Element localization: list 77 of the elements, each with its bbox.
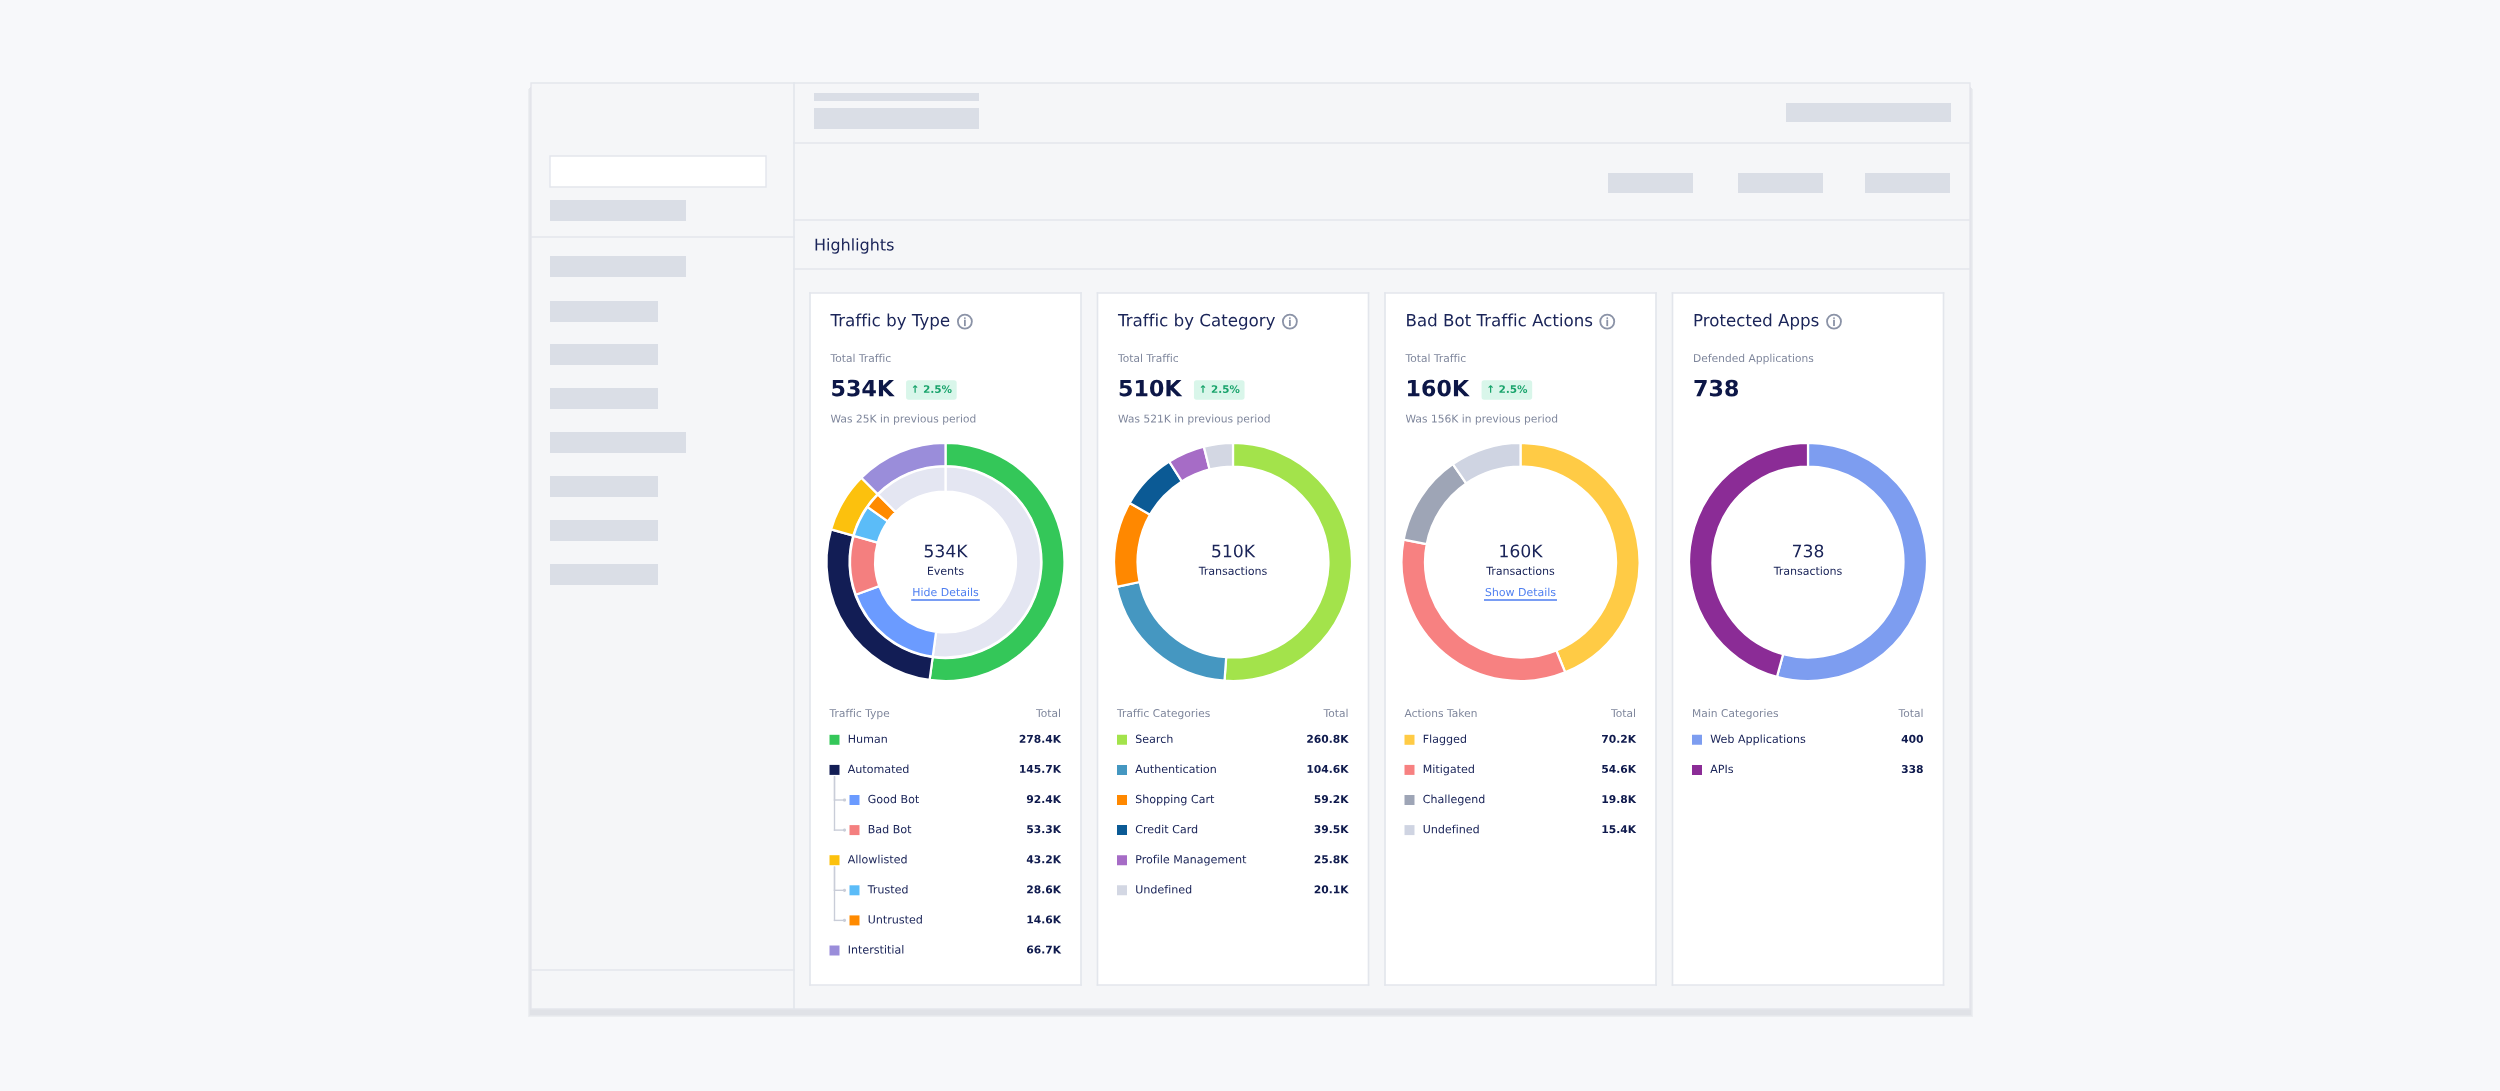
chart-subtitle: Total Traffic (1405, 353, 1466, 363)
text: Events (928, 566, 964, 575)
legend-label: Allowlisted (847, 854, 907, 864)
legend-label: Authentication (1135, 764, 1216, 774)
chart-title: Traffic by Type (830, 313, 950, 330)
legend-title: Traffic Categories (1116, 708, 1210, 720)
legend-label: Shopping Cart (1135, 794, 1215, 806)
legend-label: Interstitial (848, 945, 904, 954)
data-label: 92.4K (1026, 795, 1062, 804)
text: ↑ 2.5% (1488, 385, 1528, 394)
text: 510K (1119, 379, 1183, 397)
text: Transactions (1773, 566, 1842, 575)
data-label: 28.6K (1027, 885, 1062, 894)
legend-label: Mitigated (1423, 764, 1474, 776)
text: Total (1898, 708, 1923, 718)
legend-label: Profile Management (1136, 854, 1247, 866)
chart-title: Traffic by Category (1117, 313, 1275, 330)
text: 534K (924, 544, 968, 558)
data-label: 53.3K (1027, 825, 1062, 834)
legend-label: Web Applications (1710, 734, 1806, 746)
text: Highlights (815, 238, 894, 254)
chart-subtitle: Total Traffic (830, 353, 891, 363)
text: 160K (1500, 544, 1543, 558)
legend-label: Automated (847, 764, 909, 774)
data-label: 54.6K (1602, 764, 1637, 773)
chart-subtitle: Total Traffic (1117, 353, 1178, 363)
data-label: 15.4K (1602, 825, 1637, 834)
legend-label: Human (848, 734, 887, 744)
data-label: 43.2K (1026, 855, 1062, 864)
data-label: 66.7K (1026, 945, 1062, 954)
chart-title: Bad Bot Traffic Actions (1407, 313, 1593, 327)
legend-label: Good Bot (868, 794, 919, 804)
text: Transactions (1198, 566, 1267, 575)
text: Total (1610, 708, 1635, 718)
text: Total (1035, 708, 1060, 718)
text: ↑ 2.5% (1200, 385, 1240, 394)
data-label: 39.5K (1314, 825, 1349, 834)
text: 510K (1212, 544, 1256, 558)
text: Was 25K in previous period (830, 414, 976, 425)
legend-title: Actions Taken (1404, 708, 1477, 718)
data-label: 260.8K (1307, 734, 1349, 743)
data-label: 400 (1901, 734, 1923, 743)
legend-label: Search (1135, 734, 1173, 744)
text: Was 521K in previous period (1118, 414, 1270, 425)
legend-label: Undefined (1423, 824, 1479, 834)
text: Transactions (1486, 566, 1555, 575)
text: 534K (832, 379, 895, 397)
text: Was 156K in previous period (1405, 414, 1558, 425)
text: ↑ 2.5% (912, 385, 952, 394)
legend-label: Challegend (1423, 794, 1485, 806)
data-label: 14.6K (1027, 915, 1062, 924)
data-label: 278.4K (1019, 734, 1062, 743)
legend-label: Bad Bot (868, 824, 912, 834)
legend-label: Trusted (867, 884, 908, 894)
data-label: 70.2K (1602, 734, 1637, 743)
data-label: 19.8K (1602, 795, 1637, 804)
data-label: 25.8K (1314, 855, 1349, 864)
text: 160K (1408, 379, 1470, 397)
legend-title: Main Categories (1693, 708, 1779, 720)
text: 738 (1792, 544, 1824, 558)
text: 738 (1694, 379, 1739, 397)
legend-label: Flagged (1423, 734, 1466, 746)
chart-title: Protected Apps (1694, 313, 1819, 330)
text: Show Details (1485, 587, 1556, 597)
legend-label: Undefined (1136, 884, 1192, 894)
data-label: 145.7K (1020, 765, 1062, 773)
data-label: 59.2K (1314, 795, 1349, 804)
legend-label: APIs (1710, 764, 1734, 774)
text: Total (1323, 708, 1348, 718)
data-label: 104.6K (1307, 764, 1349, 773)
data-label: 20.1K (1314, 885, 1349, 894)
legend-label: Credit Card (1135, 824, 1198, 834)
legend-title: Traffic Type (829, 708, 890, 720)
chart-subtitle: Defended Applications (1694, 353, 1814, 365)
legend-label: Untrusted (868, 915, 922, 924)
text: Hide Details (913, 587, 979, 597)
data-label: 338 (1901, 764, 1923, 773)
